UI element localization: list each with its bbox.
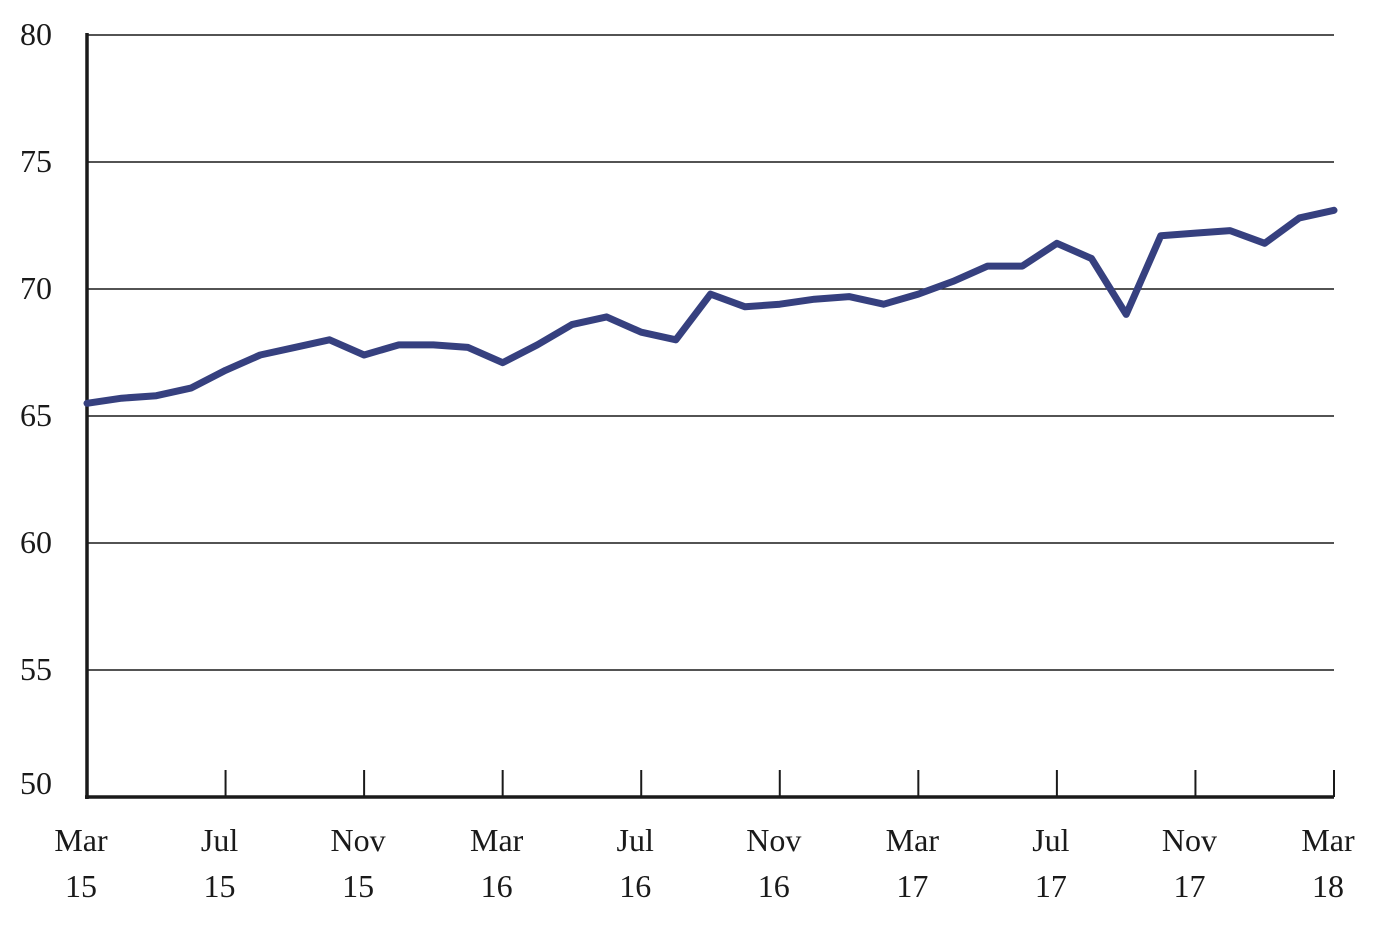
x-tick-label-year: 16 (481, 868, 513, 904)
series-line-0 (83, 206, 1338, 407)
y-tick-label: 75 (20, 143, 52, 179)
x-tick-label-year: 17 (1035, 868, 1067, 904)
x-tick-label: Nov 15 (331, 822, 386, 904)
series-layer (83, 206, 1338, 407)
x-tick-label: Jul 16 (617, 822, 654, 904)
x-tick-label-month: Nov (746, 822, 801, 858)
x-tick-label: Jul 15 (201, 822, 238, 904)
x-tick-label-month: Mar (886, 822, 940, 858)
x-tick-label: Mar 18 (1301, 822, 1355, 904)
x-tick-label-year: 16 (619, 868, 651, 904)
y-axis-tick-labels: 50 55 60 65 70 75 80 (20, 16, 52, 801)
y-tick-label: 80 (20, 16, 52, 52)
y-tick-label: 70 (20, 270, 52, 306)
x-axis-ticks (224, 770, 1335, 797)
y-tick-label: 60 (20, 524, 52, 560)
x-tick-label: Mar 17 (886, 822, 940, 904)
x-tick-label: Jul 17 (1032, 822, 1069, 904)
x-tick-label-month: Mar (470, 822, 524, 858)
x-axis-tick-labels: Mar 15 Jul 15 Nov 15 Mar 16 Jul 16 Nov 16 Mar 17 Jul 17… (54, 822, 1355, 904)
x-tick-label-year: 15 (204, 868, 236, 904)
axes (85, 33, 1334, 799)
x-tick-label: Mar 15 (54, 822, 108, 904)
y-tick-label: 55 (20, 651, 52, 687)
gridlines (87, 34, 1334, 671)
x-tick-label-month: Jul (1032, 822, 1069, 858)
x-tick-label-year: 18 (1312, 868, 1344, 904)
x-tick-label-year: 17 (896, 868, 928, 904)
x-tick-label: Nov 17 (1162, 822, 1217, 904)
x-tick-label-year: 15 (342, 868, 374, 904)
y-tick-label: 50 (20, 765, 52, 801)
y-tick-label: 65 (20, 397, 52, 433)
x-tick-label-year: 16 (758, 868, 790, 904)
x-tick-label-month: Mar (54, 822, 108, 858)
x-tick-label-month: Jul (617, 822, 654, 858)
x-tick-label-month: Mar (1301, 822, 1355, 858)
x-tick-label-month: Nov (331, 822, 386, 858)
x-tick-label: Mar 16 (470, 822, 524, 904)
x-tick-label-month: Nov (1162, 822, 1217, 858)
x-tick-label-year: 17 (1173, 868, 1205, 904)
x-tick-label: Nov 16 (746, 822, 801, 904)
x-tick-label-month: Jul (201, 822, 238, 858)
x-tick-label-year: 15 (65, 868, 97, 904)
